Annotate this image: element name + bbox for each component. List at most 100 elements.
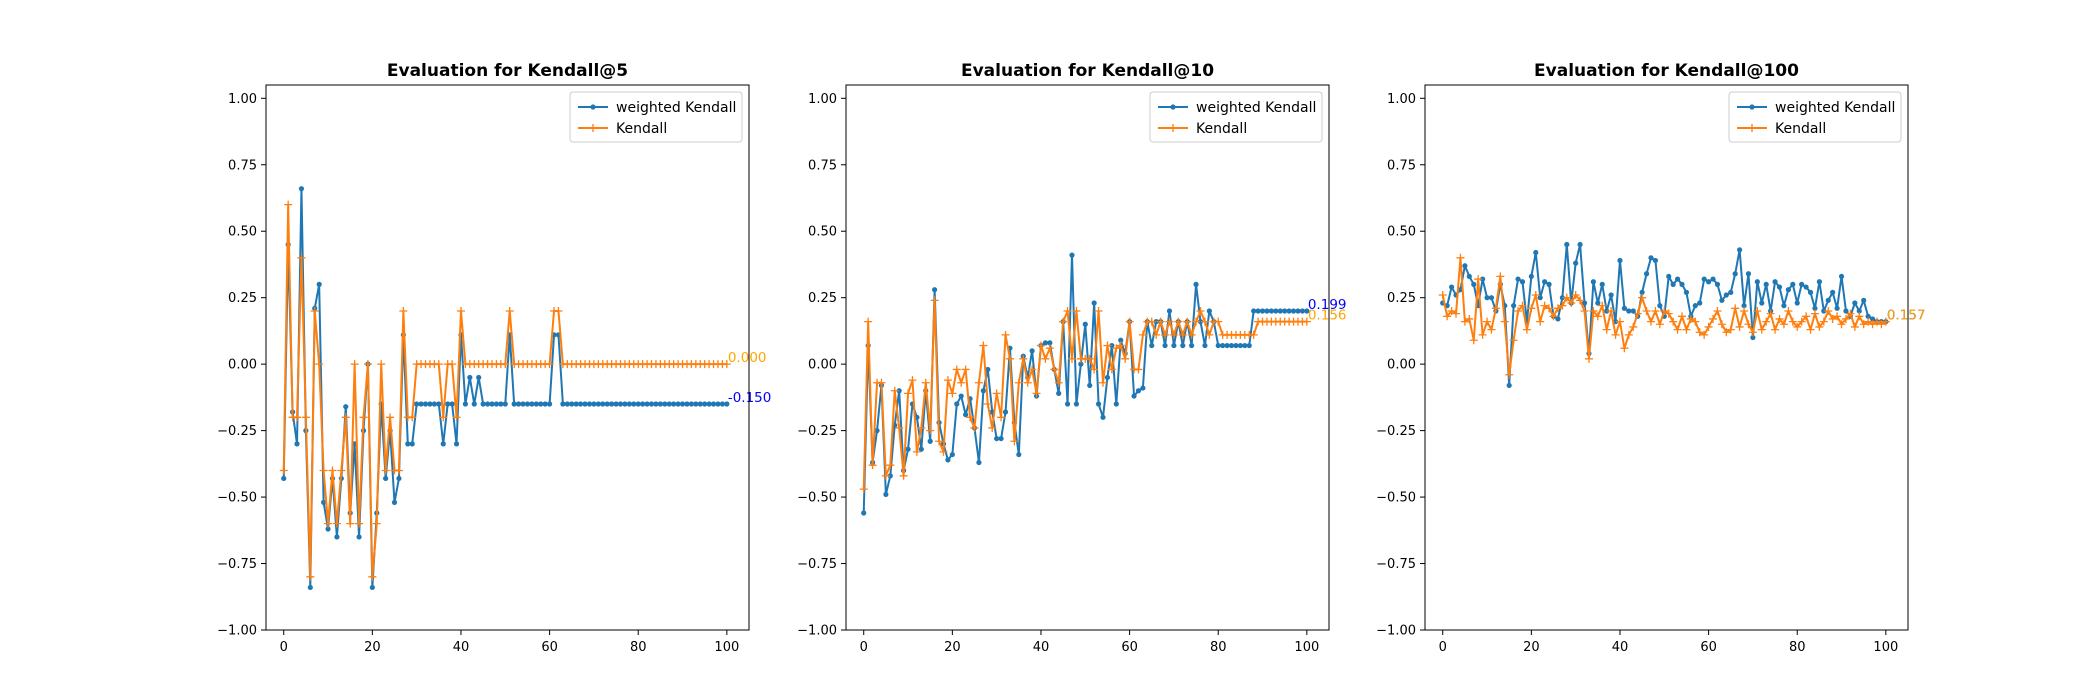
data-point <box>1673 325 1682 334</box>
data-point <box>1726 325 1735 334</box>
data-point <box>1812 305 1818 311</box>
data-point <box>1200 317 1209 326</box>
data-point <box>1028 365 1037 374</box>
data-point <box>1652 257 1659 264</box>
data-point <box>1779 320 1788 329</box>
data-point <box>1648 255 1654 261</box>
data-point <box>1438 291 1447 300</box>
legend: weighted Kendall Kendall <box>569 91 743 143</box>
data-point <box>1019 354 1028 363</box>
data-point <box>963 412 969 418</box>
data-point <box>617 401 624 407</box>
data-point <box>1788 317 1797 326</box>
data-point <box>1045 344 1054 353</box>
data-point <box>1620 344 1629 353</box>
data-point <box>1807 289 1814 295</box>
data-point <box>316 281 322 287</box>
data-point <box>715 401 721 407</box>
y-tick-label: 1.00 <box>808 92 837 107</box>
data-point <box>635 401 641 407</box>
data-point <box>434 360 443 369</box>
data-point <box>1753 306 1762 315</box>
data-point <box>1537 295 1543 301</box>
data-point <box>1545 304 1554 313</box>
data-point <box>1868 320 1877 329</box>
data-point <box>939 447 948 456</box>
data-point <box>979 341 988 350</box>
data-point <box>861 510 867 516</box>
data-point <box>1821 308 1827 314</box>
data-point <box>1519 279 1526 285</box>
data-point <box>1249 330 1258 339</box>
data-point <box>1180 342 1186 349</box>
end-value-label: 0.157 <box>1887 308 1926 324</box>
data-point <box>1830 289 1836 295</box>
y-tick-label: 0.50 <box>808 225 837 240</box>
data-point <box>1553 304 1562 313</box>
data-point <box>1846 309 1855 318</box>
data-point <box>1682 325 1691 334</box>
data-point <box>281 475 287 482</box>
data-point <box>1828 314 1837 323</box>
data-point <box>1584 354 1593 363</box>
data-point <box>1171 342 1177 349</box>
end-value-label: 0.156 <box>1308 308 1347 324</box>
data-point <box>1617 257 1623 264</box>
data-point <box>538 401 544 407</box>
data-point <box>1466 273 1472 280</box>
data-point <box>1113 401 1119 407</box>
data-point <box>582 401 588 407</box>
data-point <box>1528 273 1534 280</box>
legend-label: Kendall <box>616 121 667 137</box>
data-point <box>1138 330 1147 339</box>
data-point <box>1166 308 1173 314</box>
data-point <box>1781 303 1787 309</box>
x-tick-label: 0 <box>860 640 868 655</box>
data-point <box>1710 276 1716 282</box>
data-point <box>1794 300 1800 306</box>
x-tick-label: 20 <box>1523 640 1540 655</box>
data-point <box>1602 325 1611 334</box>
data-point <box>1855 312 1864 321</box>
data-point <box>1735 322 1744 331</box>
x-tick-label: 20 <box>364 640 381 655</box>
data-point <box>1589 306 1598 315</box>
data-point <box>1564 241 1570 248</box>
data-point <box>431 401 437 407</box>
data-point <box>653 401 659 407</box>
data-point <box>452 413 461 422</box>
data-point <box>547 401 553 407</box>
data-point <box>439 413 448 422</box>
data-point <box>1833 312 1842 321</box>
data-point <box>1666 273 1672 280</box>
data-point <box>480 401 486 407</box>
legend: weighted Kendall Kendall <box>1728 91 1902 143</box>
data-point <box>961 365 970 374</box>
chart-panel-3: Evaluation for Kendall@100 0 20 40 60 80 100 −1… <box>1376 61 1925 655</box>
legend-box <box>1728 91 1902 143</box>
data-point <box>1626 308 1632 314</box>
x-tick-label: 100 <box>714 640 739 655</box>
data-point <box>921 378 930 387</box>
data-point <box>448 360 457 369</box>
data-point <box>1511 303 1517 309</box>
data-point <box>1078 361 1084 367</box>
data-point <box>1621 305 1627 311</box>
data-point <box>545 360 554 369</box>
legend-marker <box>1748 124 1756 132</box>
data-point <box>1082 321 1088 327</box>
end-value-label: 0.000 <box>728 350 767 366</box>
data-point <box>1462 263 1468 269</box>
data-point <box>1059 317 1068 326</box>
data-point <box>1737 247 1743 253</box>
data-point <box>1286 308 1292 314</box>
data-point <box>1580 306 1589 315</box>
data-point <box>980 388 986 394</box>
data-point <box>1488 295 1495 301</box>
data-point <box>1731 304 1740 313</box>
series-kendall <box>1438 253 1890 379</box>
data-point <box>377 360 386 369</box>
data-point <box>1697 300 1703 306</box>
data-point <box>992 389 1001 398</box>
